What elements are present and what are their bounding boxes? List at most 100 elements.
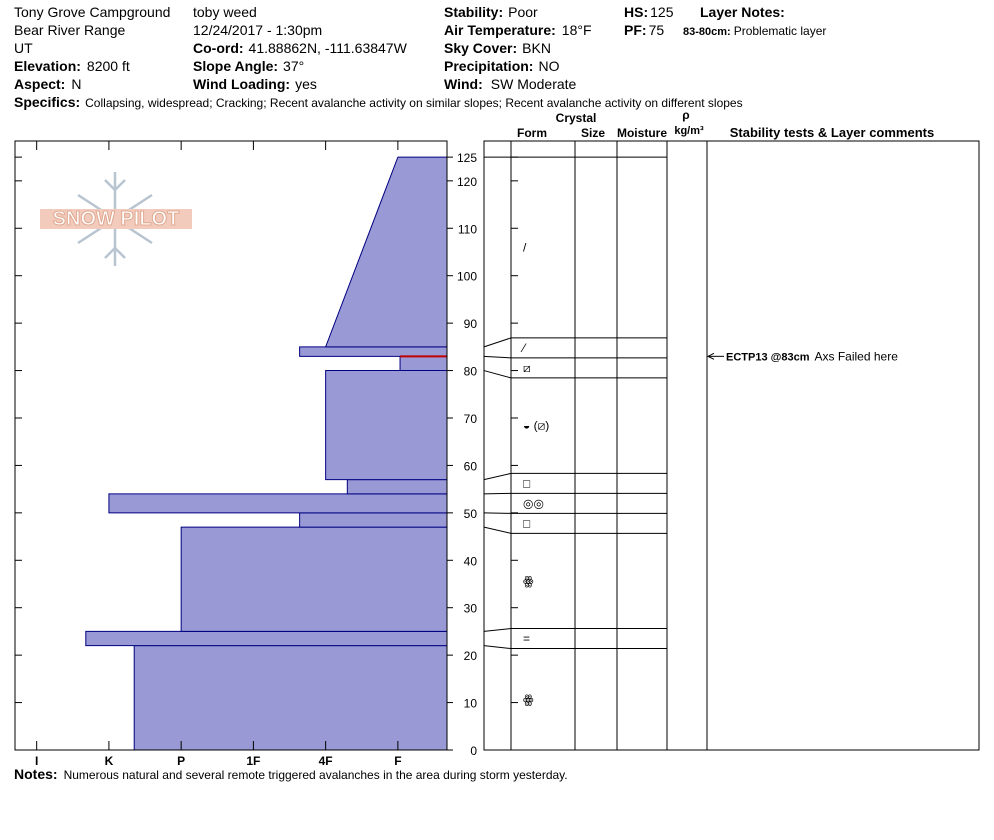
- col-header: kg/m³: [674, 125, 704, 137]
- value: 41.88862N, -111.63847W: [249, 40, 408, 56]
- y-tick-label: 60: [464, 459, 478, 473]
- sky-cover: Sky Cover: BKN: [444, 40, 551, 56]
- header: Tony Grove Campground Bear River Range U…: [14, 4, 826, 110]
- layer: [108, 493, 448, 514]
- label: Notes:: [14, 766, 58, 782]
- label: Sky Cover:: [444, 40, 517, 56]
- grain-form: ꙮ: [523, 692, 534, 706]
- label: PF:: [624, 22, 647, 38]
- observer: toby weed: [193, 4, 257, 20]
- layer: [180, 526, 448, 632]
- test-comment: Axs Failed here: [815, 349, 899, 363]
- layer: [325, 370, 448, 481]
- layer-boundary: [483, 492, 667, 495]
- y-tick-label: 10: [464, 697, 478, 711]
- label: Aspect:: [14, 76, 65, 92]
- label: Wind:: [444, 76, 483, 92]
- y-tick-label: 100: [457, 270, 477, 284]
- grain-form: ◒ (⧄): [523, 419, 549, 433]
- value: Collapsing, widespread; Cracking; Recent…: [85, 96, 742, 110]
- x-tick-label: I: [35, 754, 38, 768]
- notes: Notes: Numerous natural and several remot…: [14, 766, 568, 782]
- layer-boundary: [483, 472, 667, 481]
- wind: Wind: SW Moderate: [444, 76, 577, 92]
- value: 125: [650, 4, 674, 20]
- coord: Co-ord: 41.88862N, -111.63847W: [193, 40, 408, 56]
- label: Co-ord:: [193, 40, 244, 56]
- col-header: Size: [581, 126, 605, 140]
- value: Poor: [508, 4, 538, 20]
- layer-boundary: [483, 512, 667, 514]
- y-tick-label: 50: [464, 507, 478, 521]
- label: Stability:: [444, 4, 503, 20]
- test-label: ECTP13 @83cm: [726, 351, 810, 363]
- slope-angle: Slope Angle: 37°: [193, 58, 304, 74]
- logo-text: SNOW PILOT: [53, 208, 180, 230]
- layer-note: 83-80cm: Problematic layer: [683, 24, 826, 38]
- state: UT: [14, 40, 33, 56]
- layer: [133, 645, 448, 751]
- hs: HS: 125: [624, 4, 674, 20]
- layer-notes-label: Layer Notes:: [700, 4, 785, 20]
- layer-boundary: [483, 645, 667, 650]
- x-tick-label: K: [105, 754, 114, 768]
- layer: [324, 156, 448, 348]
- value: 37°: [283, 58, 304, 74]
- air-temperature: Air Temperature: 18°F: [444, 22, 592, 38]
- col-header: ρ: [682, 108, 689, 122]
- stability: Stability: Poor: [444, 4, 538, 20]
- layer: [299, 346, 448, 357]
- precipitation: Precipitation: NO: [444, 58, 560, 74]
- col-header: Form: [517, 126, 547, 140]
- label: Elevation:: [14, 58, 81, 74]
- layer: [346, 479, 448, 495]
- y-tick-label: 80: [464, 365, 478, 379]
- table-header: Crystal Form Size Moisture ρ kg/m³ Stabi…: [517, 108, 934, 140]
- col-header: Stability tests & Layer comments: [730, 125, 934, 140]
- range: Bear River Range: [14, 22, 125, 38]
- label: HS:: [624, 4, 648, 20]
- test-arrowhead: [706, 352, 715, 360]
- value: Numerous natural and several remote trig…: [64, 768, 568, 782]
- snowflake: [104, 246, 126, 259]
- x-tick-label: 1F: [246, 754, 260, 768]
- y-tick-label: 20: [464, 649, 478, 663]
- value: 8200 ft: [87, 58, 130, 74]
- layer: [85, 630, 448, 647]
- grain-form: =: [523, 632, 530, 646]
- layer: [299, 512, 448, 528]
- label: Wind Loading:: [193, 76, 290, 92]
- layer-boundary: [483, 355, 667, 359]
- grain-form: /: [523, 241, 527, 255]
- grain-form: ◎◎: [523, 496, 544, 510]
- label: Air Temperature:: [444, 22, 556, 38]
- value: N: [71, 76, 81, 92]
- logo-band: [40, 209, 192, 229]
- y-tick-label: 0: [470, 744, 477, 758]
- value: BKN: [522, 40, 551, 56]
- grain-form: ꙮ: [523, 574, 534, 588]
- label: Precipitation:: [444, 58, 533, 74]
- logo: [40, 172, 192, 266]
- value: yes: [295, 76, 317, 92]
- y-tick-label: 125: [457, 151, 477, 165]
- value: 75: [649, 22, 665, 38]
- value: 18°F: [562, 22, 592, 38]
- col-header: Crystal: [556, 111, 597, 125]
- specifics: Specifics: Collapsing, widespread; Cracki…: [14, 94, 743, 110]
- layer-boundary: [483, 526, 667, 534]
- aspect: Aspect: N: [14, 76, 81, 92]
- value: SW Moderate: [491, 76, 577, 92]
- col-header: Moisture: [617, 126, 667, 140]
- layer-boundary: [483, 370, 667, 379]
- layer: [399, 355, 448, 372]
- y-tick-label: 30: [464, 602, 478, 616]
- wind-loading: Wind Loading: yes: [193, 76, 317, 92]
- pf: PF: 75: [624, 22, 664, 38]
- elevation: Elevation: 8200 ft: [14, 58, 130, 74]
- location: Tony Grove Campground: [14, 4, 170, 20]
- value: NO: [538, 58, 559, 74]
- x-tick-label: 4F: [319, 754, 333, 768]
- layer-boundary: [483, 337, 667, 348]
